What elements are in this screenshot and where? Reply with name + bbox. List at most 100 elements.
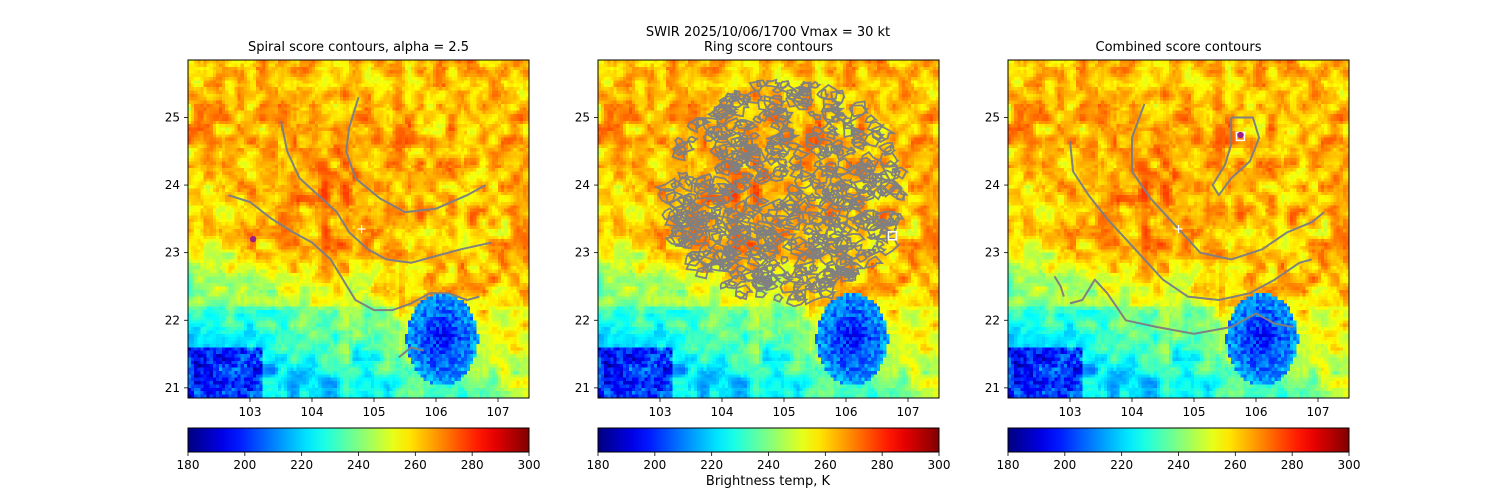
ring-contour	[764, 78, 781, 89]
ring-contour	[752, 269, 765, 279]
ring-contour	[808, 247, 820, 259]
ring-contour	[729, 161, 744, 171]
x-tick-label: 107	[1307, 405, 1330, 419]
ring-contour	[820, 120, 839, 137]
ring-contour	[693, 254, 717, 269]
x-tick-label: 103	[239, 405, 262, 419]
ring-contour	[746, 210, 756, 220]
ring-contour	[748, 221, 770, 241]
ring-contour	[658, 187, 677, 205]
ring-contour	[834, 180, 849, 188]
ring-contour	[695, 189, 714, 200]
x-tick-label: 104	[1121, 405, 1144, 419]
ring-contour	[844, 252, 856, 264]
ring-contour	[845, 146, 857, 155]
ring-contour	[757, 197, 770, 204]
score-contour	[1069, 140, 1313, 301]
square-marker	[887, 231, 898, 241]
score-contour	[1131, 103, 1325, 261]
ring-contour	[718, 142, 740, 160]
ring-contour	[730, 136, 744, 148]
ring-contour	[819, 146, 835, 158]
colorbar-tick-label: 220	[1110, 458, 1133, 472]
ring-contour	[834, 157, 861, 176]
ring-contour	[675, 146, 689, 155]
ring-contour	[792, 281, 815, 293]
center-plus-marker	[357, 225, 366, 233]
colorbar-tick-label: 240	[347, 458, 370, 472]
ring-contour	[732, 236, 746, 249]
ring-contour	[838, 246, 850, 254]
ring-contour	[694, 266, 715, 280]
y-tick-label: 22	[165, 313, 180, 327]
score-contour	[1069, 278, 1294, 335]
x-tick-label: 105	[363, 405, 386, 419]
ring-contour	[708, 209, 722, 217]
ring-contour	[787, 191, 810, 204]
colorbar: 180 200 220 240 260 280 300	[177, 427, 541, 472]
ring-contour	[821, 167, 835, 178]
ring-contour	[834, 235, 859, 251]
ring-contour	[786, 89, 801, 101]
ring-contour	[732, 178, 754, 193]
ring-contour	[826, 263, 844, 276]
ring-contour	[685, 257, 710, 273]
y-tick-label: 25	[575, 110, 590, 124]
ring-contour	[742, 93, 752, 103]
ring-contour	[757, 226, 768, 237]
ring-contour	[779, 149, 790, 159]
ring-contour	[756, 275, 771, 287]
ring-contour	[730, 120, 752, 135]
ring-contour	[751, 204, 761, 212]
ring-contour	[862, 158, 877, 174]
colorbar-tick-label: 260	[404, 458, 427, 472]
ring-contour	[800, 81, 814, 91]
ring-contour	[766, 100, 783, 116]
ring-contour	[807, 110, 818, 117]
ring-contour	[734, 199, 749, 216]
x-tick-label: 106	[1245, 405, 1268, 419]
ring-contour	[879, 163, 902, 182]
ring-contour	[722, 130, 746, 147]
ring-contour	[821, 188, 830, 196]
ring-contour	[848, 100, 870, 118]
ring-contour	[813, 113, 822, 121]
ring-contour	[676, 236, 697, 249]
ring-contour	[751, 277, 770, 291]
ring-contour	[776, 203, 787, 211]
ring-contour	[722, 92, 740, 103]
colorbar-tick-label: 300	[518, 458, 541, 472]
ring-contour	[767, 258, 781, 267]
score-contour	[345, 96, 487, 214]
ring-contour	[785, 290, 809, 308]
ring-contour	[796, 276, 807, 286]
colorbar-tick-label: 300	[928, 458, 951, 472]
score-contour	[280, 120, 493, 264]
ring-contour	[692, 229, 709, 245]
ring-contour	[756, 241, 779, 261]
ring-contour	[831, 139, 844, 149]
ring-contour	[825, 221, 849, 240]
ring-contour	[725, 232, 738, 248]
ring-contour	[769, 232, 785, 245]
ring-contour	[849, 196, 865, 207]
x-tick-label: 103	[1059, 405, 1082, 419]
ring-contour	[830, 144, 842, 155]
ring-contour	[802, 222, 824, 236]
y-tick-label: 21	[985, 381, 1000, 395]
ring-contour	[879, 178, 901, 197]
ring-contour	[830, 89, 846, 104]
ring-contour	[863, 255, 884, 269]
colorbar-tick-label: 280	[1281, 458, 1304, 472]
ring-contour	[819, 288, 835, 300]
x-tick-label: 104	[301, 405, 324, 419]
ring-contour	[742, 137, 759, 152]
ring-contour	[807, 237, 817, 246]
ring-contour	[826, 124, 836, 131]
colorbar-tick-label: 220	[700, 458, 723, 472]
y-tick-label: 24	[575, 178, 590, 192]
ring-contour	[807, 211, 827, 227]
ring-contour	[793, 80, 810, 94]
ring-contour	[826, 242, 840, 253]
colorbar: 180 200 220 240 260 280 300	[587, 427, 951, 472]
